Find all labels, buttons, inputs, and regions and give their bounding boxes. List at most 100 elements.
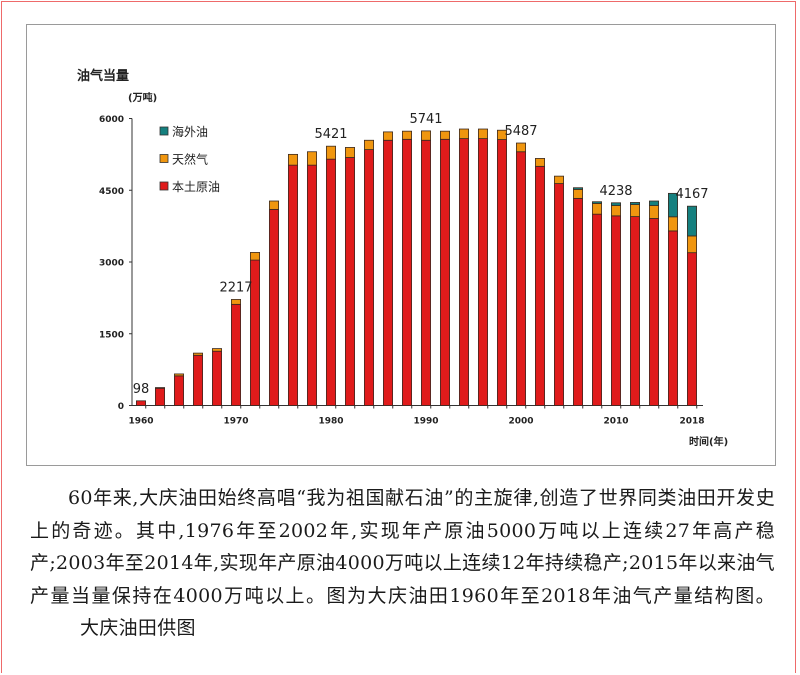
caption-text: 60年来,大庆油田始终高唱“我为祖国献石油”的主旋律,创造了世界同类油田开发史上… [30, 487, 775, 607]
bar-segment-1990 [420, 139, 431, 406]
y-axis: 0 1500 3000 4500 6000 [99, 115, 133, 412]
bar-segment-1992 [439, 130, 450, 140]
bar-segment-2002 [535, 158, 546, 167]
bar-segment-1992 [439, 138, 450, 406]
x-tick-label: 1980 [318, 417, 343, 427]
bar-segment-1988 [401, 138, 412, 406]
legend-swatch [159, 154, 169, 163]
bar-segment-1996 [477, 138, 488, 406]
bar-segment-1982 [344, 157, 355, 406]
data-label-2010: 4238 [599, 184, 632, 199]
y-tick-label: 6000 [99, 115, 124, 125]
bar-segment-1972 [249, 252, 260, 261]
bar-segment-1968 [211, 350, 222, 406]
bar-segment-1962 [154, 387, 165, 406]
bar-segment-1986 [382, 139, 393, 406]
bar-segment-1982 [344, 147, 355, 158]
bars [135, 128, 698, 406]
bar-segment-1976 [287, 153, 298, 166]
x-axis-label: 时间(年) [689, 435, 728, 448]
bar-segment-2006 [573, 197, 584, 406]
bar-segment-2016 [668, 216, 679, 232]
bar-segment-1994 [458, 138, 469, 406]
bar-segment-1964 [173, 375, 184, 406]
bar-segment-1962 [154, 387, 165, 389]
bar-segment-1970 [230, 299, 241, 305]
bar-segment-1990 [420, 130, 431, 141]
legend-label: 天然气 [172, 152, 208, 167]
bar-segment-1998 [496, 139, 507, 406]
bar-segment-2010 [611, 205, 622, 217]
data-label-1970: 2217 [219, 280, 252, 295]
bar-segment-2014 [649, 200, 660, 206]
x-tick-label: 2010 [603, 417, 628, 427]
y-tick-label: 1500 [99, 330, 124, 340]
bar-segment-1960 [135, 400, 146, 406]
bar-segment-2010 [611, 202, 622, 206]
bar-segment-2008 [592, 203, 603, 215]
bar-segment-1984 [363, 139, 374, 150]
bar-segment-2000 [516, 142, 527, 153]
x-axis: 1960 1970 1980 1990 2000 2010 2018 [128, 405, 705, 427]
bar-segment-1988 [401, 130, 412, 140]
bar-segment-1978 [306, 151, 317, 166]
bar-segment-2012 [630, 216, 641, 406]
bar-segment-1970 [230, 303, 241, 406]
bar-segment-1968 [211, 348, 222, 352]
bar-segment-1980 [325, 145, 336, 160]
bar-segment-1980 [325, 158, 336, 406]
x-tick-label: 2018 [679, 417, 704, 427]
legend-label: 本土原油 [172, 180, 220, 194]
legend-label: 海外油 [172, 124, 208, 139]
bar-segment-2004 [554, 183, 565, 406]
data-labels: 98 2217 5421 5741 5487 4238 4167 [133, 112, 709, 397]
y-axis-unit: (万吨) [128, 91, 157, 104]
x-tick-label: 1990 [413, 417, 438, 427]
bar-segment-1994 [458, 128, 469, 139]
bar-segment-2018 [687, 235, 698, 254]
bar-segment-2018 [687, 205, 698, 237]
chart-title: 油气当量 [77, 68, 129, 84]
x-tick-label: 1970 [223, 417, 248, 427]
y-tick-label: 0 [118, 402, 124, 412]
data-label-2018: 4167 [675, 187, 708, 202]
bar-segment-2010 [611, 215, 622, 406]
bar-segment-2012 [630, 204, 641, 217]
bar-segment-2016 [668, 230, 679, 406]
bar-segment-2006 [573, 188, 584, 199]
bar-segment-1998 [496, 129, 507, 140]
caption-credit: 大庆油田供图 [80, 617, 196, 639]
bar-segment-1964 [173, 373, 184, 377]
legend-swatch [159, 126, 169, 136]
y-tick-label: 3000 [99, 259, 124, 269]
bar-segment-1996 [477, 128, 488, 139]
legend-swatch [159, 181, 169, 191]
bar-segment-1984 [363, 149, 374, 406]
bar-segment-2014 [649, 218, 660, 406]
bar-segment-1978 [306, 164, 317, 406]
bar-segment-2016 [668, 192, 679, 218]
bar-segment-2002 [535, 165, 546, 406]
bar-segment-2006 [573, 187, 584, 190]
x-tick-label: 2000 [508, 417, 533, 427]
data-label-2000: 5487 [504, 124, 537, 139]
data-label-1980: 5421 [314, 127, 347, 142]
data-label-1960: 98 [133, 382, 150, 397]
bar-segment-2008 [592, 213, 603, 406]
bar-segment-2018 [687, 252, 698, 406]
bar-segment-2000 [516, 151, 527, 406]
bar-segment-2014 [649, 205, 660, 219]
bar-segment-1966 [192, 352, 203, 356]
bar-segment-2004 [554, 175, 565, 184]
bar-segment-1966 [192, 354, 203, 406]
data-label-1990: 5741 [409, 112, 442, 127]
x-tick-label: 1960 [128, 417, 153, 427]
bar-segment-1976 [287, 164, 298, 406]
bar-segment-1974 [268, 200, 279, 210]
bar-segment-2012 [630, 202, 641, 205]
bar-segment-1986 [382, 131, 393, 141]
bar-segment-1974 [268, 208, 279, 406]
